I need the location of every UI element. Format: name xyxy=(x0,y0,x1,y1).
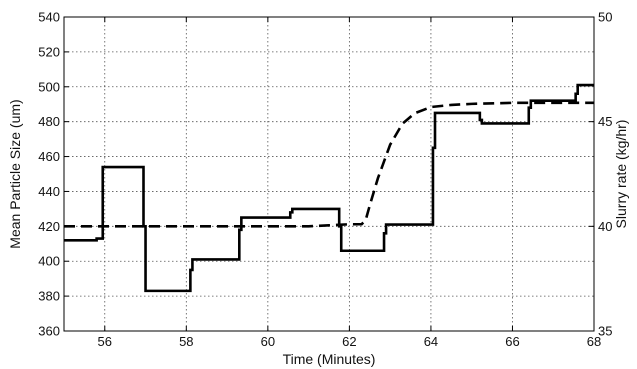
y-left-tick-label: 460 xyxy=(38,149,60,164)
y-left-tick-label: 400 xyxy=(38,254,60,269)
x-tick-label: 68 xyxy=(587,334,601,349)
y-left-tick-label: 360 xyxy=(38,324,60,339)
y-left-tick-label: 540 xyxy=(38,10,60,25)
x-tick-label: 60 xyxy=(261,334,275,349)
y-left-tick-label: 440 xyxy=(38,184,60,199)
y-left-tick-label: 420 xyxy=(38,219,60,234)
series-line-slurry-rate xyxy=(64,101,594,228)
y-right-tick-label: 40 xyxy=(598,219,612,234)
x-axis-label: Time (Minutes) xyxy=(283,351,376,367)
x-tick-label: 66 xyxy=(505,334,519,349)
x-tick-label: 64 xyxy=(424,334,438,349)
series-group xyxy=(64,83,594,293)
x-tick-label: 58 xyxy=(179,334,193,349)
ticks-group: 56 58 60 62 64 66 68 360 380 400 420 440 460 480 500 52… xyxy=(38,10,612,350)
y-right-tick-label: 45 xyxy=(598,114,612,129)
series-line-particle-size xyxy=(64,83,594,293)
x-tick-label: 56 xyxy=(98,334,112,349)
y-left-tick-label: 500 xyxy=(38,79,60,94)
y-axis-right-label: Slurry rate (kg/hr) xyxy=(613,120,629,229)
x-tick-label: 62 xyxy=(342,334,356,349)
y-right-tick-label: 35 xyxy=(598,324,612,339)
y-left-tick-label: 520 xyxy=(38,44,60,59)
y-left-tick-label: 380 xyxy=(38,289,60,304)
y-left-tick-label: 480 xyxy=(38,114,60,129)
plot-frame xyxy=(63,16,595,332)
y-axis-left-label: Mean Particle Size (um) xyxy=(7,99,23,248)
y-right-tick-label: 50 xyxy=(598,10,612,25)
